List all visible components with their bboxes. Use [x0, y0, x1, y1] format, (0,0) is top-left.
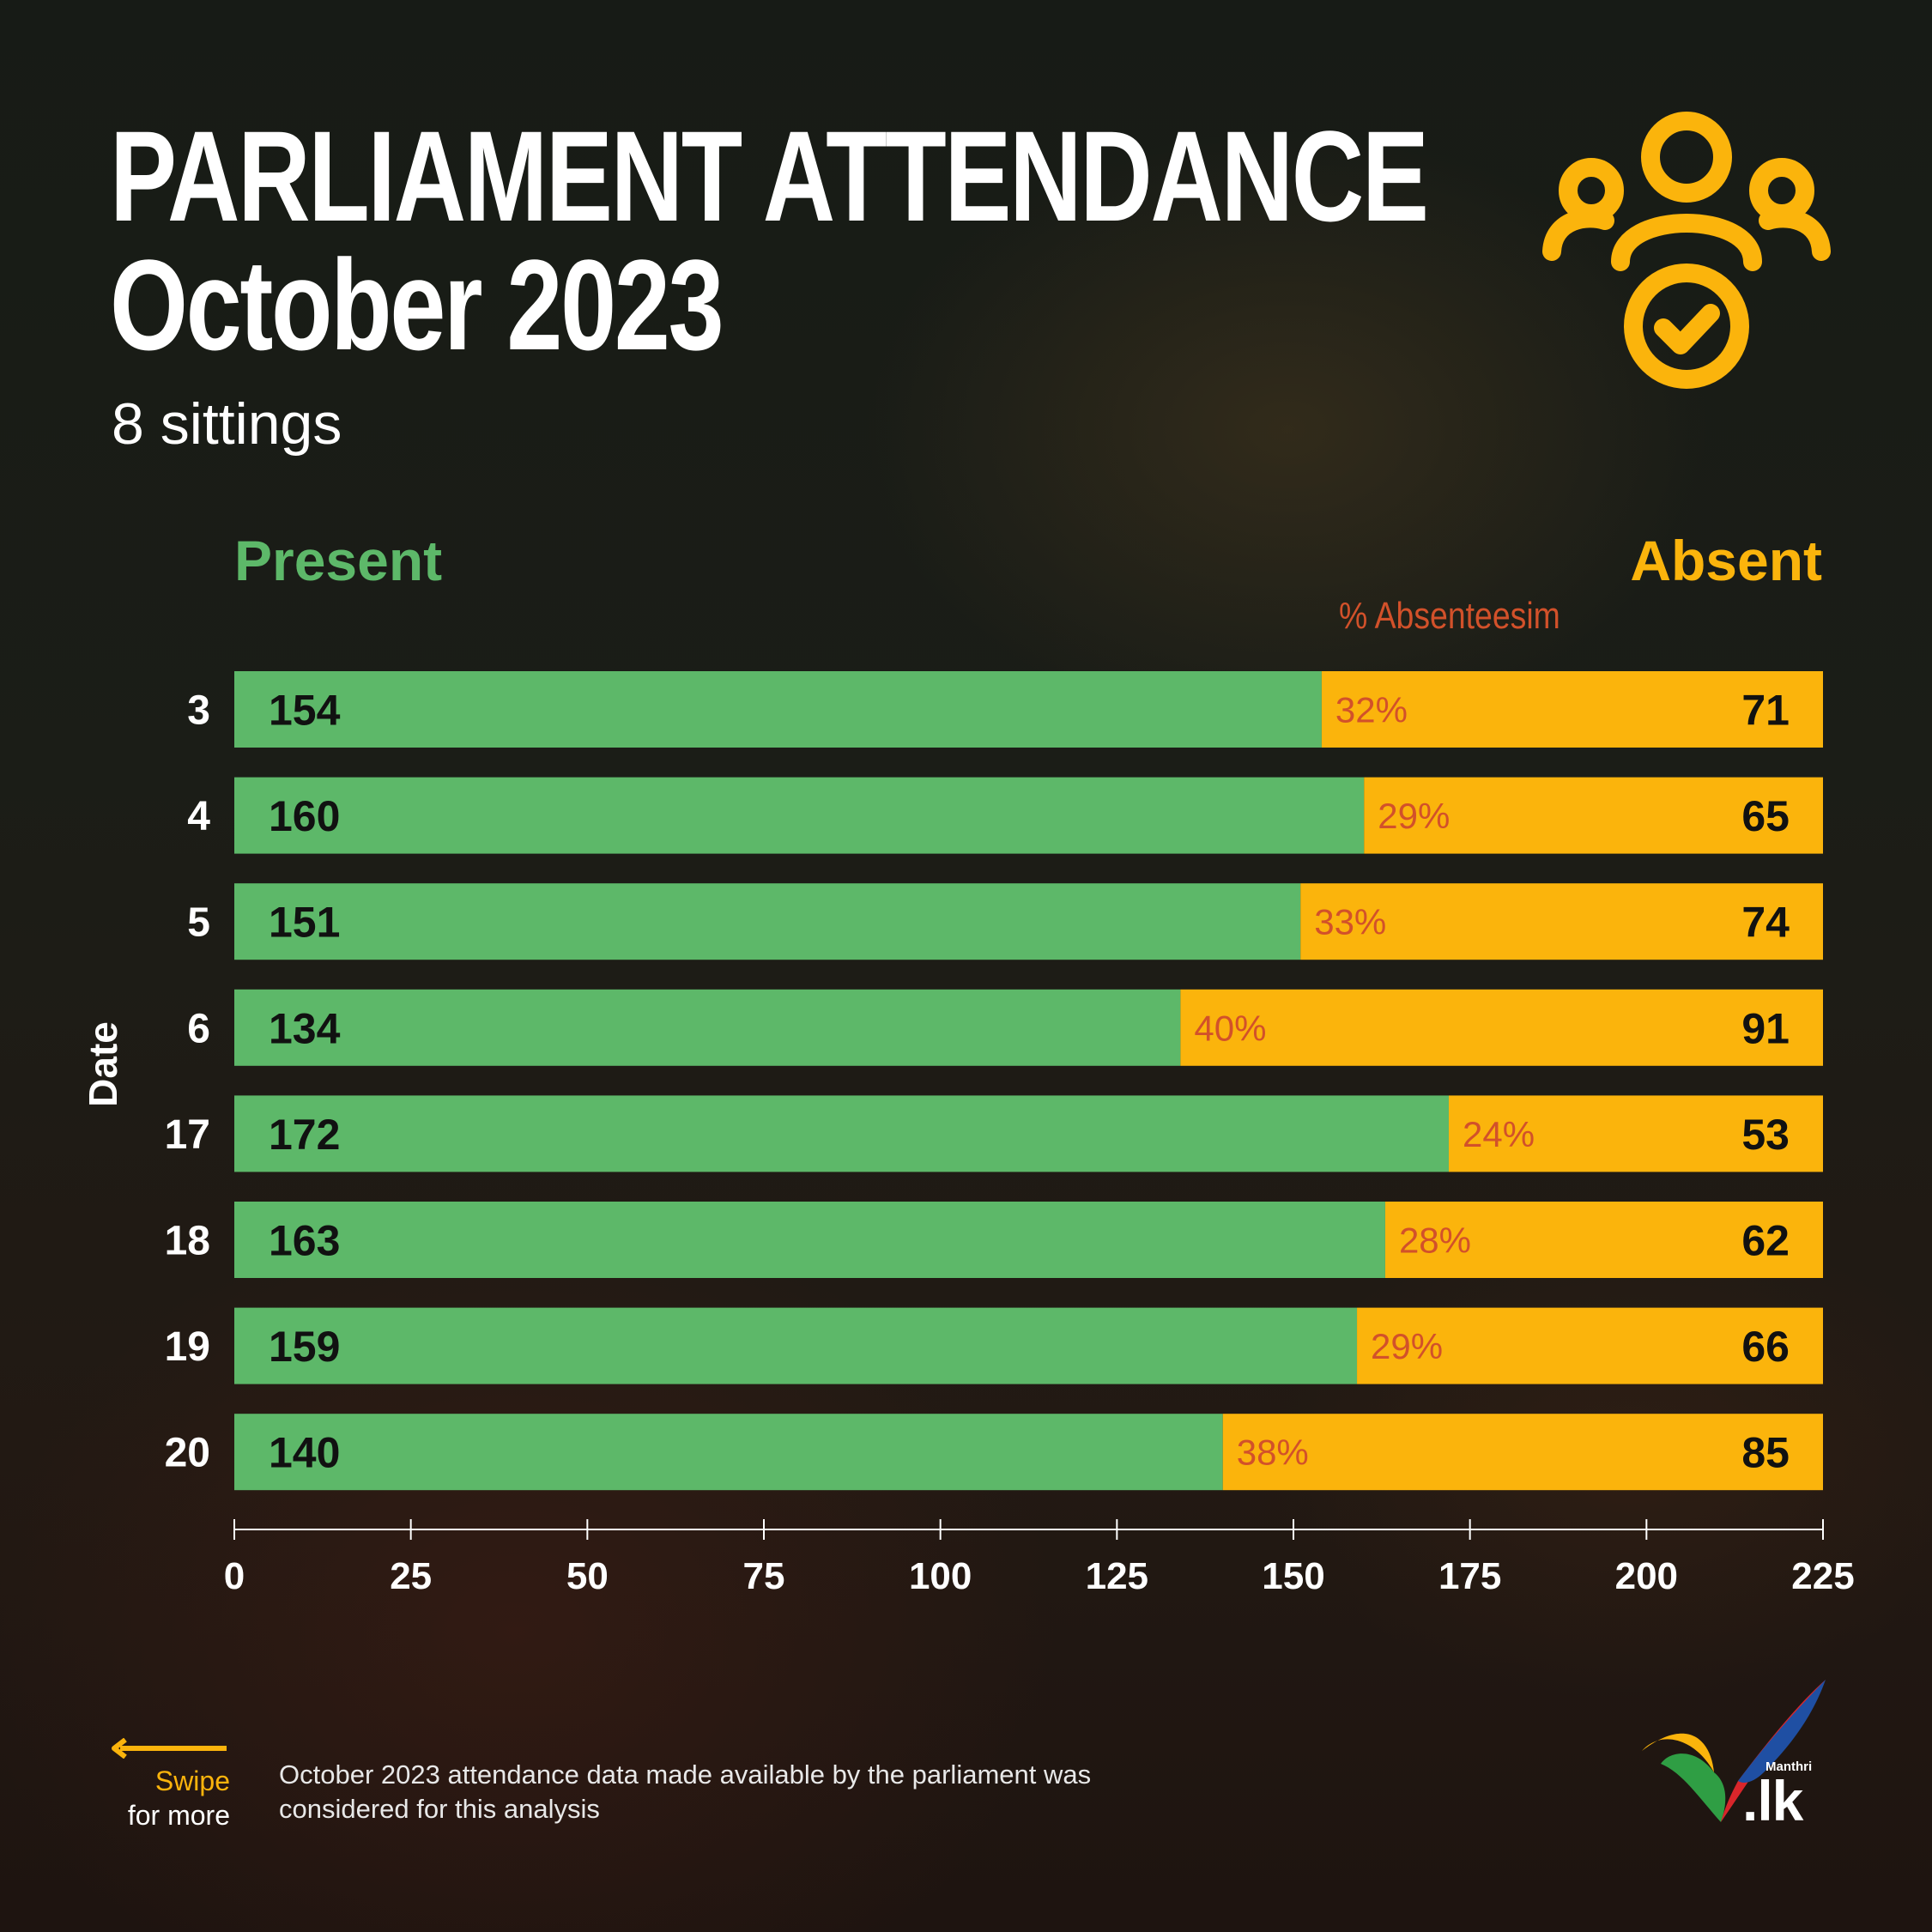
- present-value: 159: [269, 1323, 340, 1371]
- bar-present: [234, 1095, 1449, 1172]
- x-tick-label: 0: [224, 1555, 245, 1597]
- present-value: 151: [269, 899, 340, 947]
- bar-present: [234, 883, 1301, 960]
- people-check-icon: [1542, 112, 1831, 389]
- bar-absent: [1180, 989, 1823, 1066]
- date-label: 3: [187, 688, 210, 734]
- title-line-1: PARLIAMENT ATTENDANCE: [110, 104, 1429, 248]
- x-tick-label: 50: [566, 1555, 609, 1597]
- present-value: 163: [269, 1217, 340, 1265]
- absenteeism-percent: 24%: [1463, 1114, 1535, 1154]
- swipe-hint[interactable]: Swipe for more: [110, 1738, 230, 1832]
- absent-value: 62: [1741, 1217, 1790, 1265]
- absent-value: 65: [1741, 792, 1790, 840]
- present-value: 172: [269, 1111, 340, 1159]
- date-label: 20: [165, 1431, 210, 1476]
- bar-absent: [1357, 1307, 1823, 1384]
- absenteeism-percent: 28%: [1399, 1220, 1471, 1261]
- x-tick-label: 175: [1438, 1555, 1501, 1597]
- bar-present: [234, 671, 1322, 748]
- x-tick-label: 25: [390, 1555, 432, 1597]
- bar-present: [234, 989, 1181, 1066]
- absenteeism-percent: 33%: [1314, 902, 1386, 942]
- bar-absent: [1222, 1414, 1823, 1491]
- date-label: 6: [187, 1006, 210, 1051]
- bar-absent: [1448, 1095, 1823, 1172]
- absenteeism-percent: 40%: [1194, 1008, 1266, 1048]
- bar-absent: [1364, 777, 1823, 854]
- absenteeism-percent: 38%: [1237, 1432, 1309, 1473]
- x-tick-label: 75: [743, 1555, 785, 1597]
- date-label: 17: [165, 1112, 210, 1158]
- absent-value: 53: [1741, 1111, 1790, 1159]
- date-label: 5: [187, 900, 210, 946]
- sittings-count: 8 sittings: [112, 391, 342, 457]
- logo-domain: .lk: [1742, 1769, 1803, 1832]
- date-label: 4: [187, 794, 210, 839]
- absent-value: 66: [1741, 1323, 1790, 1371]
- bar-present: [234, 777, 1365, 854]
- bar-present: [234, 1202, 1385, 1278]
- present-value: 140: [269, 1429, 340, 1477]
- swipe-sublabel: for more: [127, 1800, 230, 1831]
- bar-present: [234, 1307, 1358, 1384]
- absenteeism-percent: 32%: [1335, 690, 1408, 730]
- absenteeism-percent: 29%: [1378, 796, 1450, 836]
- arrow-left-icon: [112, 1738, 227, 1759]
- date-label: 18: [165, 1219, 210, 1264]
- x-tick-label: 100: [909, 1555, 972, 1597]
- absenteeism-percent: 29%: [1371, 1326, 1443, 1366]
- absent-value: 91: [1741, 1004, 1790, 1052]
- manthri-checkmark-logo: [1642, 1680, 1826, 1822]
- absent-value: 74: [1741, 899, 1790, 947]
- x-tick-label: 150: [1262, 1555, 1324, 1597]
- present-value: 154: [269, 687, 341, 735]
- x-tick-label: 225: [1791, 1555, 1854, 1597]
- x-tick-label: 125: [1086, 1555, 1148, 1597]
- source-note: October 2023 attendance data made availa…: [279, 1759, 1092, 1824]
- legend-absenteeism: % Absenteesim: [1339, 595, 1560, 637]
- present-value: 134: [269, 1004, 341, 1052]
- bar-absent: [1384, 1202, 1823, 1278]
- bar-absent: [1300, 883, 1823, 960]
- swipe-label: Swipe: [154, 1765, 230, 1796]
- x-tick-label: 200: [1615, 1555, 1678, 1597]
- legend-absent: Absent: [1630, 529, 1822, 592]
- bar-present: [234, 1414, 1223, 1491]
- title-line-2: October 2023: [110, 233, 724, 377]
- bar-absent: [1321, 671, 1823, 748]
- absent-value: 71: [1741, 687, 1790, 735]
- date-label: 19: [165, 1324, 210, 1370]
- logo-name: Manthri: [1765, 1759, 1813, 1774]
- present-value: 160: [269, 792, 340, 840]
- absent-value: 85: [1741, 1429, 1790, 1477]
- legend-present: Present: [234, 529, 443, 592]
- page-title: PARLIAMENT ATTENDANCE October 2023: [110, 104, 1429, 377]
